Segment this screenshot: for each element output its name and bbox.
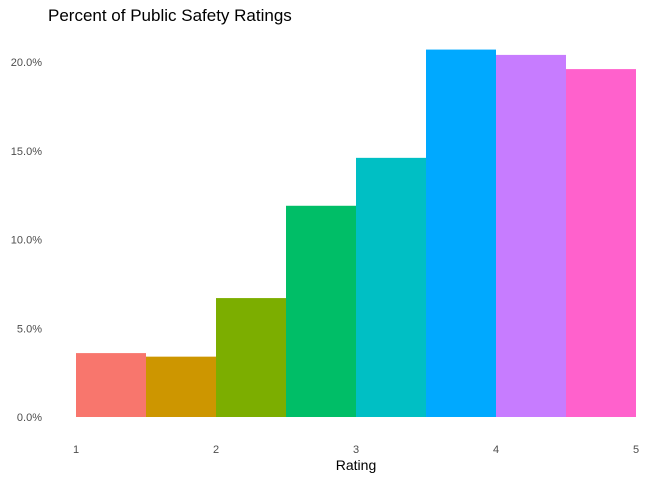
y-tick-label: 10.0% (11, 235, 42, 247)
bar-bin-7 (496, 54, 566, 418)
x-tick-label: 1 (73, 444, 79, 456)
bar-bin-3 (216, 298, 286, 417)
x-axis-ticks: 1 2 3 4 5 (73, 444, 639, 456)
y-tick-label: 0.0% (17, 412, 42, 424)
bar-bin-1 (76, 353, 146, 417)
bar-bin-5 (356, 157, 426, 417)
y-axis-ticks: 0.0% 5.0% 10.0% 15.0% 20.0% (11, 57, 42, 424)
bar-bin-8 (566, 69, 636, 417)
y-tick-label: 15.0% (11, 146, 42, 158)
x-axis-title: Rating (336, 457, 376, 473)
chart-title: Percent of Public Safety Ratings (48, 6, 292, 25)
x-tick-label: 5 (633, 444, 639, 456)
x-tick-label: 2 (213, 444, 219, 456)
bar-bin-6 (426, 49, 496, 417)
y-tick-label: 20.0% (11, 57, 42, 69)
bar-bin-2 (146, 356, 216, 417)
x-tick-label: 3 (353, 444, 359, 456)
x-tick-label: 4 (493, 444, 499, 456)
bar-bin-4 (286, 205, 356, 417)
y-tick-label: 5.0% (17, 323, 42, 335)
bars-layer (76, 49, 636, 418)
